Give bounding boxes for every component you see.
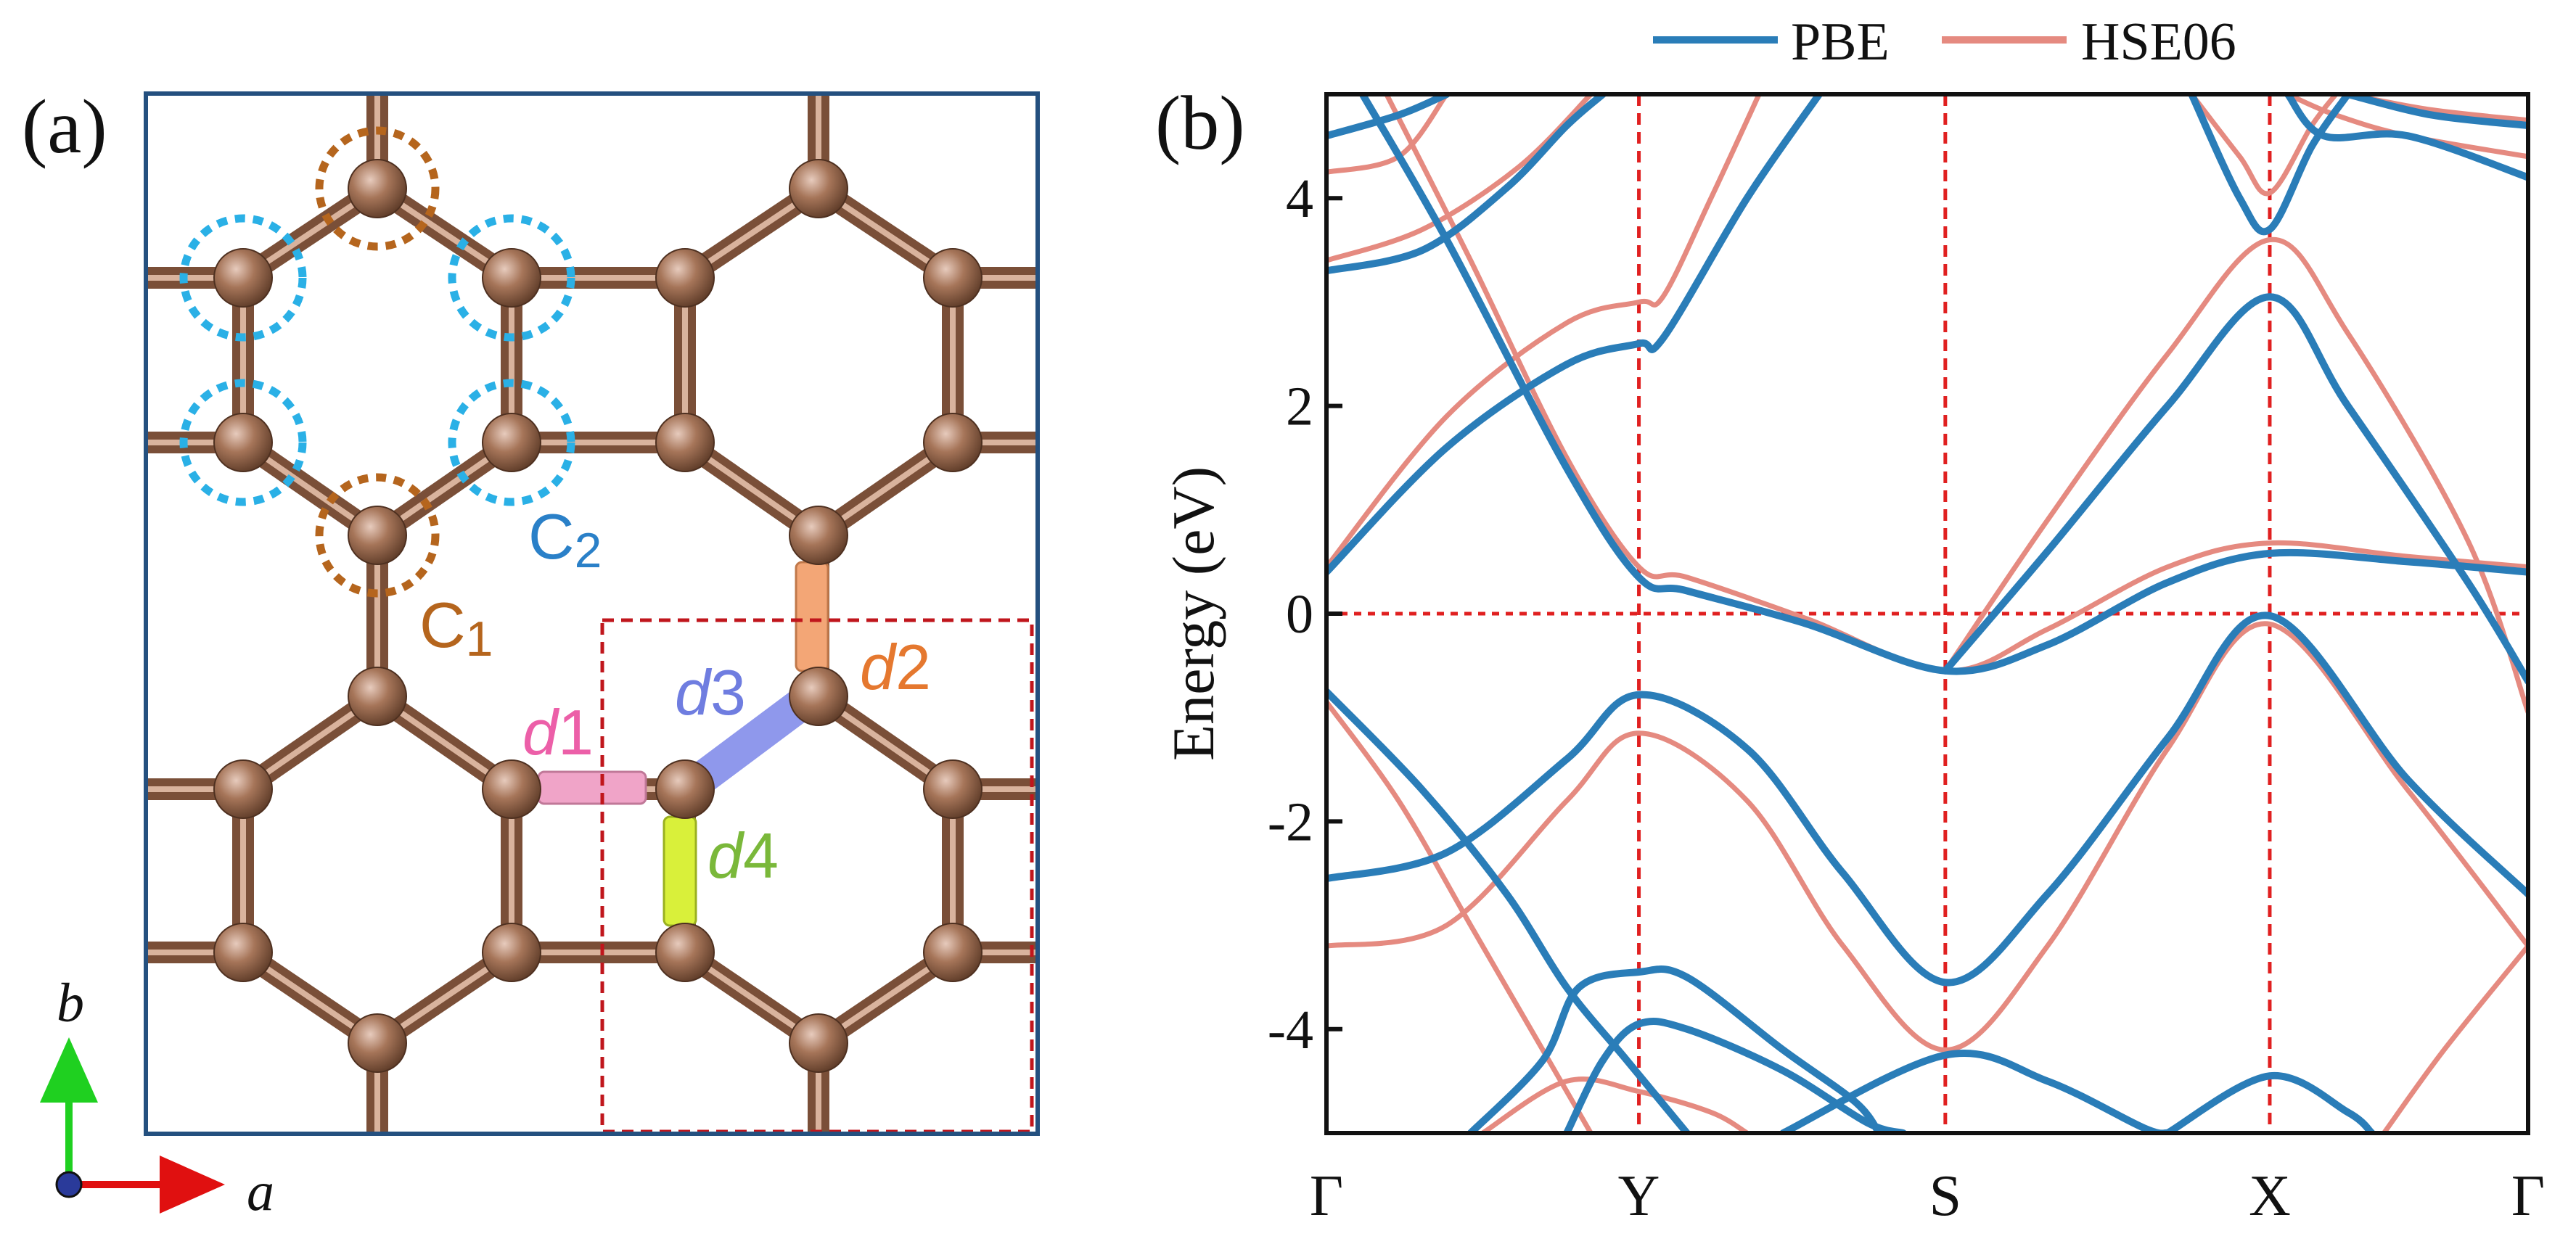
hse06-band	[1480, 1076, 1750, 1133]
carbon-atom	[655, 759, 715, 819]
hse06-band	[2381, 943, 2528, 1133]
kpoint-label: Y	[1618, 1164, 1660, 1228]
pbe-band	[1326, 611, 2528, 987]
carbon-atom	[482, 413, 541, 472]
panel-a-frame	[144, 91, 1040, 1136]
carbon-atom	[655, 923, 715, 982]
carbon-atom	[923, 759, 983, 819]
hse06-band	[1384, 94, 2528, 674]
carbon-atom	[348, 159, 407, 218]
pbe-bands	[1326, 94, 2528, 1133]
carbon-atom	[213, 413, 273, 472]
hse06-band	[1943, 236, 2528, 715]
bond-d1	[537, 770, 647, 805]
bond-d4	[663, 815, 697, 927]
hse06-band	[1326, 699, 1593, 1133]
c1-label: C1	[419, 589, 493, 667]
carbon-atom	[213, 248, 273, 308]
atom-layer	[213, 159, 983, 1073]
hse06-band	[1326, 94, 1762, 570]
c2-ring	[448, 379, 575, 506]
bond-network	[146, 94, 1038, 1134]
y-axis-ticks: 4 2 0 -2 -4	[1268, 168, 1342, 1061]
c2-ring	[179, 379, 307, 506]
carbon-atom	[789, 506, 848, 565]
y-axis-label: Energy (eV)	[1160, 466, 1226, 761]
carbon-atom	[789, 1013, 848, 1073]
pbe-band	[2344, 94, 2528, 129]
bond-d2	[795, 561, 829, 672]
axis-a-label: a	[247, 1161, 274, 1222]
pbe-band	[2284, 94, 2528, 181]
d4-label: d4	[707, 820, 779, 891]
carbon-atom	[923, 413, 983, 472]
carbon-atom	[655, 248, 715, 308]
kpoint-label: X	[2249, 1164, 2291, 1228]
pbe-band	[1563, 1017, 1907, 1133]
y-tick-label: 0	[1286, 584, 1313, 645]
axes-indicator: a b	[40, 973, 274, 1222]
c2-ring	[448, 214, 575, 342]
carbon-atom	[655, 413, 715, 472]
pbe-band	[1326, 94, 1607, 275]
carbon-atom	[482, 248, 541, 308]
carbon-atom	[348, 667, 407, 726]
pbe-band	[1941, 293, 2528, 685]
hse06-band	[2285, 94, 2528, 160]
carbon-atom	[482, 759, 541, 819]
carbon-atom	[923, 923, 983, 982]
y-tick-label: -2	[1268, 791, 1313, 852]
d1-label: d1	[522, 696, 594, 768]
panel-b: (b) PBE HSE06 4 2 0 -2 -4 Energy (eV) Γ Y S X Γ	[1155, 12, 2545, 1228]
c1-ring	[315, 126, 440, 251]
pbe-band	[1326, 94, 1451, 140]
carbon-atom	[923, 248, 983, 308]
pbe-band	[1326, 688, 1691, 1133]
d3-label: d3	[675, 656, 746, 728]
c2-label: C2	[528, 501, 602, 578]
carbon-atom	[348, 506, 407, 565]
carbon-atom	[789, 667, 848, 726]
legend-label-hse: HSE06	[2081, 12, 2236, 72]
kpoint-label: Γ	[2511, 1164, 2545, 1228]
d2-label: d2	[860, 631, 931, 703]
carbon-atom	[213, 923, 273, 982]
pbe-band	[1358, 94, 2528, 675]
y-tick-label: -4	[1268, 1000, 1313, 1061]
panel-a-label: (a)	[22, 84, 107, 169]
pbe-band	[2164, 1071, 2376, 1133]
hse06-band	[2189, 94, 2339, 197]
pbe-band	[1779, 1049, 2172, 1133]
pbe-band	[1326, 94, 1823, 576]
y-tick-label: 4	[1286, 168, 1313, 229]
carbon-atom	[789, 159, 848, 218]
carbon-atom	[348, 1013, 407, 1073]
kpoint-label: Γ	[1310, 1164, 1343, 1228]
carbon-atom	[213, 759, 273, 819]
panel-b-label: (b)	[1155, 81, 1245, 165]
kpoint-label: S	[1929, 1164, 1962, 1228]
panel-a: (a) C1 C2 d1 d2 d3 d4	[22, 84, 1040, 1222]
c1-ring	[315, 473, 440, 598]
axis-b-label: b	[57, 973, 84, 1034]
c2-ring	[179, 214, 307, 342]
legend-label-pbe: PBE	[1791, 12, 1890, 72]
legend: PBE HSE06	[1653, 12, 2236, 72]
carbon-atom	[482, 923, 541, 982]
hse06-band	[1326, 621, 2528, 1053]
crystal-structure	[146, 94, 1038, 1134]
band-plot: 4 2 0 -2 -4 Energy (eV) Γ Y S X Γ	[1160, 92, 2545, 1228]
axis-origin	[55, 1171, 83, 1198]
y-tick-label: 2	[1286, 376, 1313, 437]
pbe-band	[1467, 965, 1883, 1133]
